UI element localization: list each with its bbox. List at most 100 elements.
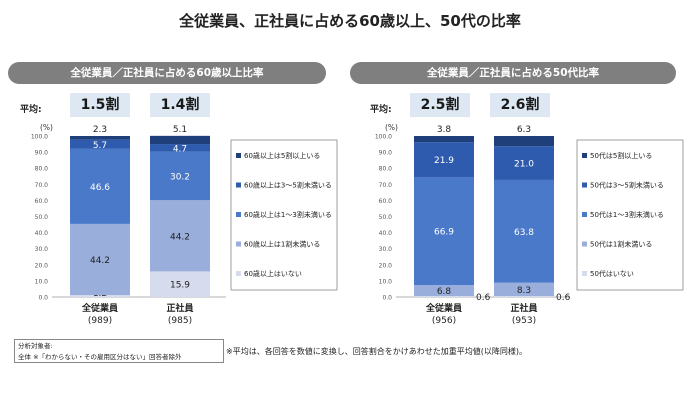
footnote: ※平均は、各回答を数値に変換し、回答割合をかけあわせた加重平均値(以降同様)。 <box>226 347 527 356</box>
x-category-label: 全従業員 <box>81 302 118 314</box>
y-tick-label: 80.0 <box>379 166 393 173</box>
bar-segment <box>150 200 210 272</box>
legend-swatch <box>582 153 587 158</box>
data-label: 44.2 <box>170 232 190 242</box>
bar-segment <box>414 136 474 143</box>
legend-label: 50代は3～5割未満いる <box>590 181 664 190</box>
x-category-label: 全従業員 <box>425 302 462 314</box>
note-line: 分析対象者: <box>18 342 53 350</box>
y-tick-label: 60.0 <box>35 198 49 205</box>
legend-label: 50代は5割以上いる <box>590 151 652 160</box>
chart-title: 全従業員、正社員に占める60歳以上、50代の比率 <box>179 12 521 30</box>
bar-segment <box>150 135 210 145</box>
legend-label: 60歳以上は3～5割未満いる <box>244 181 332 190</box>
bar-segment <box>70 148 130 224</box>
legend-swatch <box>236 153 241 158</box>
legend-swatch <box>582 271 587 276</box>
y-tick-label: 20.0 <box>379 262 393 269</box>
x-category-count: (989) <box>88 316 112 326</box>
bar-segment <box>70 295 130 297</box>
x-category-count: (985) <box>168 316 192 326</box>
data-label: 3.8 <box>437 125 452 135</box>
bar-segment <box>494 282 554 297</box>
legend-swatch <box>582 241 587 247</box>
y-tick-label: 30.0 <box>379 246 393 253</box>
y-tick-label: 0.0 <box>382 295 392 302</box>
bar-segment <box>414 142 474 178</box>
data-label: 63.8 <box>514 228 534 238</box>
y-tick-label: 50.0 <box>379 214 393 221</box>
y-tick-label: 40.0 <box>379 230 393 237</box>
panel-header-50: 全従業員／正社員に占める50代比率 <box>350 62 676 84</box>
bar-segment <box>414 177 474 286</box>
y-tick-label: 10.0 <box>379 278 393 285</box>
legend-swatch <box>582 212 587 217</box>
data-label: 5.1 <box>173 125 187 135</box>
data-label: 6.3 <box>517 125 531 135</box>
avg-label: 平均: <box>20 105 42 115</box>
y-axis-unit: (%) <box>385 123 398 132</box>
legend-box <box>230 139 338 291</box>
y-tick-label: 10.0 <box>35 278 49 285</box>
bar-segment <box>414 285 474 297</box>
data-label: 4.7 <box>173 144 187 154</box>
legend-label: 60歳以上は5割以上いる <box>244 151 320 160</box>
data-label: 21.0 <box>514 160 534 170</box>
x-category-count: (956) <box>432 316 456 326</box>
data-label: 30.2 <box>170 172 190 182</box>
data-label: 0.6 <box>556 293 571 303</box>
y-tick-label: 80.0 <box>35 166 49 173</box>
data-label: 2.3 <box>93 125 107 135</box>
bar-segment <box>150 144 210 152</box>
data-label: 15.9 <box>170 281 190 291</box>
bar-segment <box>494 136 554 147</box>
data-label: 5.7 <box>93 141 107 151</box>
data-label: 8.3 <box>517 286 531 296</box>
avg-value: 2.6割 <box>490 93 550 117</box>
legend-label: 60歳以上はいない <box>244 269 302 278</box>
y-tick-label: 100.0 <box>375 134 392 141</box>
bar-segment <box>494 146 554 180</box>
y-tick-label: 90.0 <box>35 150 49 157</box>
legend-swatch <box>236 271 241 276</box>
x-category-label: 正社員 <box>510 302 537 314</box>
x-category-count: (953) <box>512 316 536 326</box>
y-tick-label: 70.0 <box>379 182 393 189</box>
legend-label: 50代は1～3割未満いる <box>590 210 664 219</box>
avg-label: 平均: <box>370 105 392 115</box>
avg-value: 1.5割 <box>70 93 130 117</box>
data-label: 46.6 <box>90 183 110 193</box>
note-line: 全体 ※「わからない・その雇用区分はない」回答者除外 <box>18 353 182 361</box>
y-tick-label: 70.0 <box>35 182 49 189</box>
data-label: 66.9 <box>434 228 454 238</box>
data-label: 21.9 <box>434 156 454 166</box>
y-tick-label: 90.0 <box>379 150 393 157</box>
bar-segment <box>150 271 210 297</box>
bar-segment <box>70 136 130 140</box>
note-box: 分析対象者: 全体 ※「わからない・その雇用区分はない」回答者除外 <box>14 339 224 363</box>
y-tick-label: 20.0 <box>35 262 49 269</box>
data-label: 44.2 <box>90 256 110 266</box>
x-category-label: 正社員 <box>166 302 193 314</box>
bar-segment <box>414 296 474 297</box>
y-tick-label: 30.0 <box>35 246 49 253</box>
y-tick-label: 50.0 <box>35 214 49 221</box>
legend-label: 50代はいない <box>590 269 634 278</box>
avg-value: 2.5割 <box>410 93 470 117</box>
bar-segment <box>494 179 554 283</box>
legend-swatch <box>582 182 587 188</box>
legend-box <box>576 139 684 291</box>
bar-segment <box>70 223 130 296</box>
data-label: 0.6 <box>476 293 491 303</box>
legend-swatch <box>236 182 241 188</box>
data-label: 6.8 <box>437 287 452 297</box>
avg-value: 1.4割 <box>150 93 210 117</box>
y-tick-label: 100.0 <box>31 134 48 141</box>
legend-label: 60歳以上は1～3割未満いる <box>244 210 332 219</box>
legend-swatch <box>236 212 241 217</box>
bar-segment <box>494 296 554 297</box>
panel-header-60: 全従業員／正社員に占める60歳以上比率 <box>8 62 326 84</box>
y-tick-label: 0.0 <box>38 295 48 302</box>
y-tick-label: 60.0 <box>379 198 393 205</box>
